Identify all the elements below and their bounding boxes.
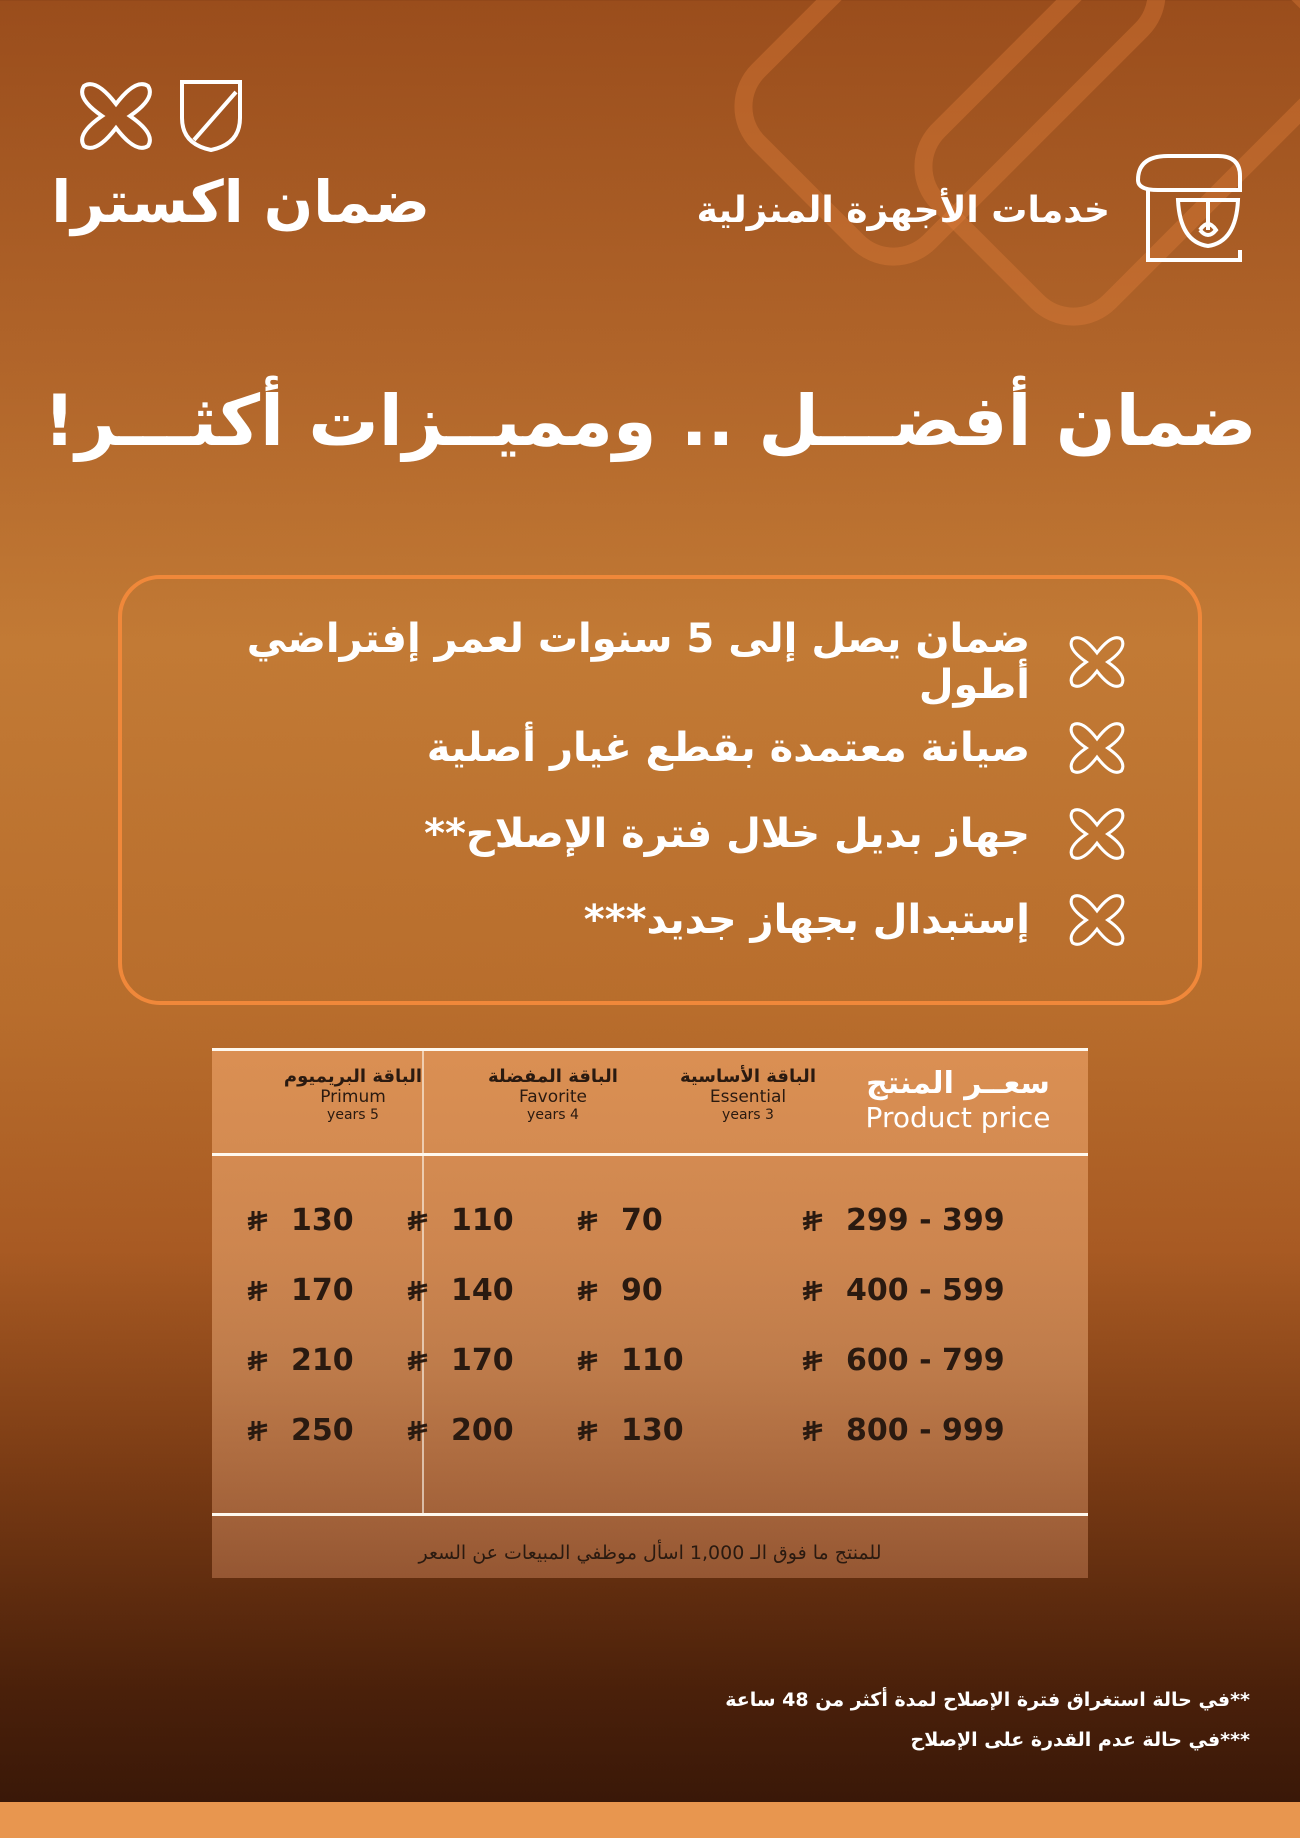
header-ar: الباقة المفضلة <box>488 1066 618 1087</box>
cell-value: 140 <box>451 1273 514 1308</box>
feature-item: صيانة معتمدة بقطع غيار أصلية <box>122 705 1128 791</box>
x-mark-icon <box>1069 808 1125 860</box>
brand-logo: ضمان اكسترا <box>51 78 430 236</box>
cell-essential: 70 <box>577 1203 663 1238</box>
header-price: سعــر المنتج Product price <box>848 1066 1068 1134</box>
saudi-riyal-icon <box>802 1420 823 1441</box>
saudi-riyal-icon <box>802 1280 823 1301</box>
saudi-riyal-icon <box>247 1350 268 1371</box>
feature-item: جهاز بديل خلال فترة الإصلاح** <box>122 791 1128 877</box>
cell-value: 299 - 399 <box>846 1203 1005 1238</box>
header-essential: الباقة الأساسية Essential 3 years <box>653 1066 843 1123</box>
cell-favorite: 140 <box>407 1273 514 1308</box>
saudi-riyal-icon <box>577 1210 598 1231</box>
headline: ضمان أفضـــل .. ومميــزات أكثـــر! <box>43 380 1257 462</box>
cell-essential: 130 <box>577 1413 684 1448</box>
cell-value: 170 <box>291 1273 354 1308</box>
cell-premium: 170 <box>247 1273 354 1308</box>
cell-favorite: 170 <box>407 1343 514 1378</box>
saudi-riyal-icon <box>407 1210 428 1231</box>
x-mark-icon <box>1069 722 1125 774</box>
saudi-riyal-icon <box>802 1210 823 1231</box>
brand-name: ضمان اكسترا <box>51 168 430 236</box>
cell-value: 400 - 599 <box>846 1273 1005 1308</box>
saudi-riyal-icon <box>247 1280 268 1301</box>
cell-price: 299 - 399 <box>802 1203 1005 1238</box>
saudi-riyal-icon <box>577 1350 598 1371</box>
feature-item: إستبدال بجهاز جديد*** <box>122 877 1128 963</box>
header-premium: الباقة البريميوم Primum 5 years <box>258 1066 448 1123</box>
stand-mixer-icon <box>1135 154 1242 262</box>
price-table: سعــر المنتج Product price الباقة الأساسي… <box>212 1048 1088 1578</box>
saudi-riyal-icon <box>407 1420 428 1441</box>
cell-price: 800 - 999 <box>802 1413 1005 1448</box>
cell-value: 110 <box>621 1343 684 1378</box>
header-ar: الباقة البريميوم <box>283 1066 423 1087</box>
features-box: ضمان يصل إلى 5 سنوات لعمر إفتراضي أطول ص… <box>118 575 1202 1005</box>
cell-premium: 210 <box>247 1343 354 1378</box>
cell-price: 400 - 599 <box>802 1273 1005 1308</box>
feature-text: صيانة معتمدة بقطع غيار أصلية <box>426 725 1030 771</box>
saudi-riyal-icon <box>577 1420 598 1441</box>
cell-value: 110 <box>451 1203 514 1238</box>
header-years: 3 years <box>722 1107 774 1123</box>
feature-text: جهاز بديل خلال فترة الإصلاح** <box>424 811 1030 857</box>
header-en: Favorite <box>519 1087 587 1107</box>
service-title: خدمات الأجهزة المنزلية <box>696 190 1110 231</box>
divider <box>212 1513 1088 1516</box>
x-mark-icon <box>80 82 152 150</box>
header-en: Product price <box>865 1101 1051 1134</box>
cell-value: 600 - 799 <box>846 1343 1005 1378</box>
shield-icon <box>180 80 242 153</box>
divider <box>212 1153 1088 1156</box>
header-en: Primum <box>320 1087 386 1107</box>
table-note: للمنتج ما فوق الـ 1,000 اسأل موظفي المبي… <box>418 1542 882 1564</box>
saudi-riyal-icon <box>407 1280 428 1301</box>
cell-value: 200 <box>451 1413 514 1448</box>
x-mark-icon <box>1069 636 1125 688</box>
cell-value: 130 <box>291 1203 354 1238</box>
cell-value: 250 <box>291 1413 354 1448</box>
cell-essential: 90 <box>577 1273 663 1308</box>
header-favorite: الباقة المفضلة Favorite 4 years <box>458 1066 648 1123</box>
header-years: 5 years <box>327 1107 379 1123</box>
cell-essential: 110 <box>577 1343 684 1378</box>
saudi-riyal-icon <box>247 1210 268 1231</box>
feature-text: إستبدال بجهاز جديد*** <box>583 897 1030 943</box>
saudi-riyal-icon <box>577 1280 598 1301</box>
bottom-band <box>0 1802 1300 1838</box>
cell-favorite: 200 <box>407 1413 514 1448</box>
cell-value: 210 <box>291 1343 354 1378</box>
divider <box>422 1048 424 1513</box>
cell-premium: 130 <box>247 1203 354 1238</box>
divider <box>212 1048 1088 1051</box>
footnote: **في حالة استغراق فترة الإصلاح لمدة أكثر… <box>725 1689 1250 1711</box>
header-ar: الباقة الأساسية <box>679 1066 816 1087</box>
x-mark-icon <box>1069 894 1125 946</box>
header-en: Essential <box>709 1087 787 1107</box>
cell-premium: 250 <box>247 1413 354 1448</box>
header-ar: سعــر المنتج <box>866 1066 1050 1101</box>
header-years: 4 years <box>527 1107 579 1123</box>
cell-favorite: 110 <box>407 1203 514 1238</box>
feature-text: ضمان يصل إلى 5 سنوات لعمر إفتراضي أطول <box>246 616 1031 708</box>
cell-value: 90 <box>621 1273 663 1308</box>
cell-value: 70 <box>621 1203 663 1238</box>
cell-price: 600 - 799 <box>802 1343 1005 1378</box>
feature-item: ضمان يصل إلى 5 سنوات لعمر إفتراضي أطول <box>122 616 1128 708</box>
saudi-riyal-icon <box>407 1350 428 1371</box>
cell-value: 170 <box>451 1343 514 1378</box>
saudi-riyal-icon <box>802 1350 823 1371</box>
footnotes: **في حالة استغراق فترة الإصلاح لمدة أكثر… <box>725 1680 1250 1760</box>
cell-value: 130 <box>621 1413 684 1448</box>
footnote: ***في حالة عدم القدرة على الإصلاح <box>910 1729 1250 1751</box>
cell-value: 800 - 999 <box>846 1413 1005 1448</box>
saudi-riyal-icon <box>247 1420 268 1441</box>
